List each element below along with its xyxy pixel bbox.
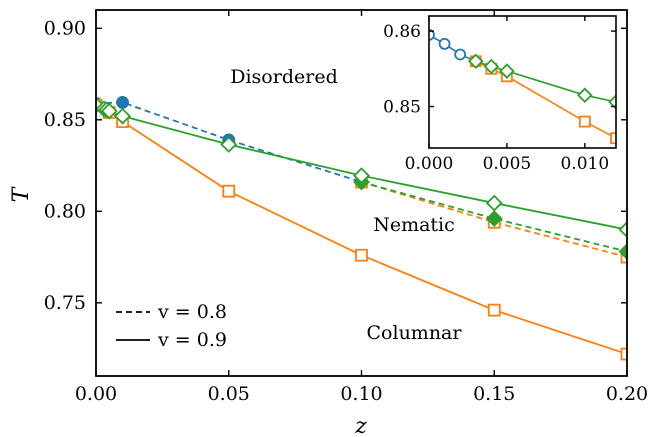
data-point-sinset2-p0 (467, 53, 484, 70)
legend-label-v08: v = 0.8 (157, 301, 227, 323)
inset-background (429, 16, 616, 148)
data-point-sinset2-p3 (577, 87, 593, 103)
data-point-smain4-p7 (485, 194, 503, 212)
inset-ytick-label-1: 0.86 (383, 22, 421, 42)
main-series-line-2 (361, 181, 627, 253)
data-point-smain3-p3 (222, 184, 236, 198)
region-label-columnar: Columnar (367, 322, 463, 344)
data-point-smain4-p4 (114, 107, 131, 125)
data-point-sinset2-p2 (499, 63, 515, 79)
inset-xtick-label-0: 0.000 (405, 154, 454, 174)
data-point-smain3-p6 (620, 347, 627, 361)
inset-xtick-label-1: 0.005 (483, 154, 532, 174)
main-xtick-label-3: 0.15 (473, 383, 515, 405)
data-point-smain3-p4 (355, 248, 368, 262)
data-point-smain4-p8 (618, 221, 627, 239)
main-xtick-label-1: 0.05 (208, 383, 250, 405)
data-point-sinset0-p1 (438, 38, 451, 50)
data-point-smain4-p5 (220, 136, 238, 153)
data-point-sinset0-p2 (454, 48, 467, 61)
data-point-sinset2-p4 (608, 94, 616, 110)
inset-series-line-0 (429, 34, 477, 62)
main-plot: 0.00 0.05 0.10 0.15 0.20 0.75 0.80 0.85 0.90 z T… (9, 9, 648, 437)
data-point-smain3-p5 (487, 303, 501, 317)
data-point-smain4-p6 (353, 167, 370, 185)
inset-plot-frame (428, 15, 617, 149)
x-axis-label: z (354, 414, 367, 437)
main-ytick-label-3: 0.90 (44, 17, 86, 39)
region-label-nematic: Nematic (373, 214, 455, 236)
inset-series-layer (429, 28, 616, 145)
data-point-sinset1-p4 (610, 132, 616, 145)
inset-plot: 0.000 0.005 0.010 0.85 0.86 (383, 15, 617, 174)
main-series-layer (96, 96, 627, 361)
legend-label-v09: v = 0.9 (157, 329, 227, 351)
data-point-smain2-p2 (618, 243, 627, 260)
region-label-disordered: Disordered (230, 66, 337, 88)
main-ytick-label-2: 0.85 (44, 109, 86, 131)
data-point-smain2-p1 (485, 210, 503, 228)
main-xtick-label-4: 0.20 (606, 383, 648, 405)
main-series-line-1 (361, 181, 627, 258)
inset-xtick-label-2: 0.010 (560, 154, 609, 174)
main-xtick-label-2: 0.10 (340, 383, 382, 405)
data-point-smain0-p1 (116, 96, 129, 109)
inset-ytick-label-0: 0.85 (383, 98, 421, 118)
main-xtick-label-0: 0.00 (75, 383, 117, 405)
main-markers (96, 96, 627, 361)
y-axis-label: T (9, 185, 34, 202)
inset-markers (429, 28, 616, 145)
data-point-smain4-p3 (100, 102, 118, 120)
main-ytick-label-0: 0.75 (44, 292, 86, 314)
legend: v = 0.8 v = 0.9 (116, 301, 227, 351)
data-point-sinset2-p1 (483, 58, 500, 75)
main-axis-ticks: 0.00 0.05 0.10 0.15 0.20 0.75 0.80 0.85 0.90 (44, 10, 648, 405)
data-point-sinset1-p3 (578, 115, 591, 128)
data-point-sinset0-p0 (429, 28, 435, 41)
main-ytick-label-1: 0.80 (44, 200, 86, 222)
inset-axis-ticks: 0.000 0.005 0.010 0.85 0.86 (383, 16, 616, 174)
